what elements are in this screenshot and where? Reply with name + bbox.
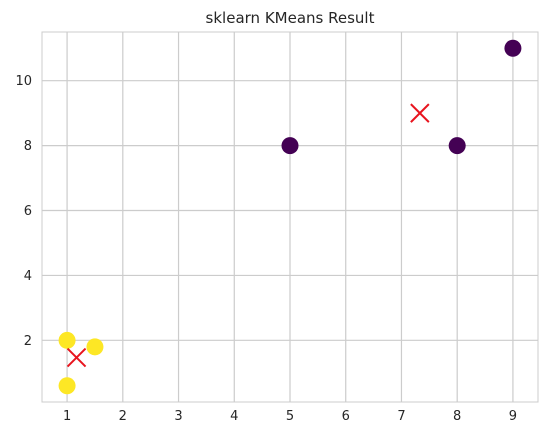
y-tick-label: 10: [15, 74, 32, 89]
centroid-marker: [68, 349, 86, 367]
data-point: [59, 377, 76, 394]
x-tick-label: 1: [63, 409, 71, 424]
x-tick-label: 3: [174, 409, 182, 424]
x-tick-label: 8: [453, 409, 461, 424]
grid-lines: [42, 32, 538, 402]
x-tick-label: 5: [286, 409, 294, 424]
x-tick-label: 2: [119, 409, 127, 424]
data-point: [59, 332, 76, 349]
data-point: [504, 40, 521, 57]
data-point: [449, 137, 466, 154]
centroid-markers: [68, 104, 429, 366]
tick-labels: 1 2 3 4 5 6 7 8 9 2 4 6 8 10: [15, 74, 517, 424]
y-tick-label: 2: [24, 334, 32, 349]
x-tick-label: 9: [509, 409, 517, 424]
data-point: [282, 137, 299, 154]
x-tick-label: 4: [230, 409, 238, 424]
centroid-marker: [411, 104, 429, 122]
x-tick-label: 6: [342, 409, 350, 424]
y-tick-label: 8: [24, 139, 32, 154]
y-tick-label: 4: [24, 269, 32, 284]
y-tick-label: 6: [24, 204, 32, 219]
chart-title: sklearn KMeans Result: [206, 9, 375, 27]
x-tick-label: 7: [397, 409, 405, 424]
data-point: [86, 338, 103, 355]
